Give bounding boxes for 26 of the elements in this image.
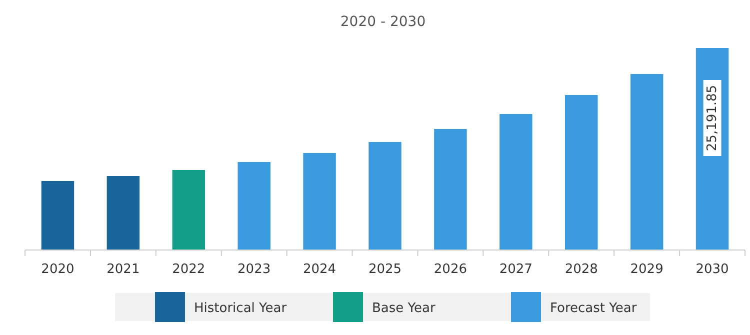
legend-label: Base Year xyxy=(372,301,436,316)
data-label: 25,191.85 xyxy=(704,84,720,152)
bar xyxy=(172,170,205,250)
bar xyxy=(434,129,467,250)
bar xyxy=(368,142,402,250)
bar xyxy=(238,162,270,250)
bar xyxy=(41,181,74,250)
x-tick-label: 2025 xyxy=(368,262,402,277)
bar xyxy=(630,74,664,250)
x-tick-label: 2026 xyxy=(434,262,467,277)
x-tick-label: 2030 xyxy=(696,262,729,277)
chart-title: 2020 - 2030 xyxy=(340,14,426,30)
legend-label: Historical Year xyxy=(194,301,288,316)
x-tick-label: 2027 xyxy=(499,262,532,277)
x-tick-label: 2023 xyxy=(238,262,271,277)
x-tick-label: 2022 xyxy=(172,262,206,277)
x-tick-label: 2020 xyxy=(41,262,74,277)
x-tick-label: 2021 xyxy=(106,262,140,277)
bar xyxy=(303,153,336,250)
x-tick-label: 2028 xyxy=(564,262,598,277)
bar xyxy=(500,114,532,250)
bar xyxy=(565,95,598,250)
bar xyxy=(106,176,140,250)
x-tick-label: 2029 xyxy=(630,262,664,277)
legend-label: Forecast Year xyxy=(550,301,638,316)
x-tick-label: 2024 xyxy=(303,262,336,277)
